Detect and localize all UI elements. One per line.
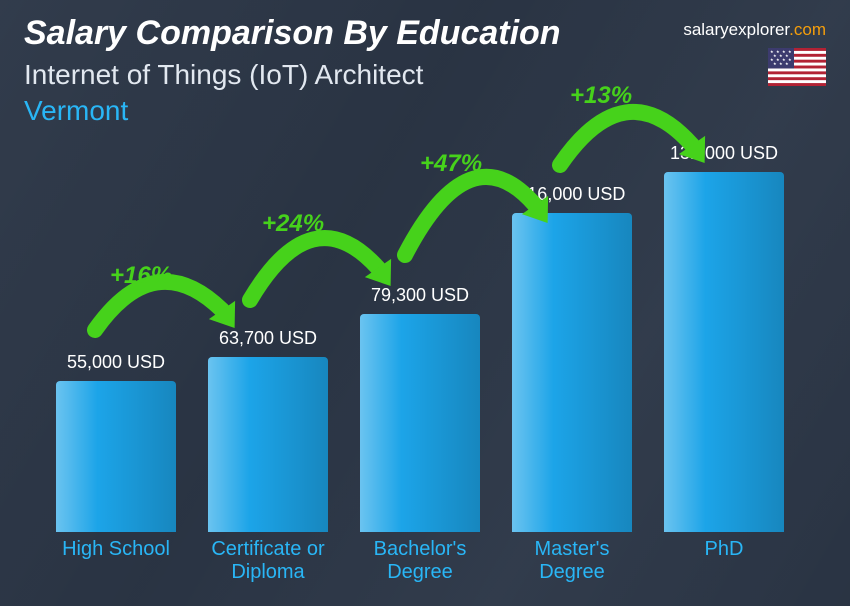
bar-category-label: Master's Degree [504,538,640,586]
salary-bar-chart: 55,000 USD High School 63,700 USD Certifica… [40,66,800,586]
bar [512,213,632,532]
brand-name: salaryexplorer [683,20,789,39]
bar-slot: 63,700 USD Certificate or Diploma [192,328,344,586]
svg-text:★: ★ [788,49,792,54]
brand-label: salaryexplorer.com [683,20,826,40]
bar-category-label: Bachelor's Degree [352,538,488,586]
svg-text:★: ★ [788,57,792,62]
bar-slot: 55,000 USD High School [40,352,192,586]
percent-increase-label: +24% [262,210,324,238]
bar-category-label: PhD [705,538,744,586]
bar-value-label: 79,300 USD [371,285,469,306]
bar-slot: 131,000 USD PhD [648,143,800,586]
percent-increase-label: +16% [110,262,172,290]
percent-increase-label: +47% [420,150,482,178]
bar-slot: 116,000 USD Master's Degree [496,184,648,586]
bar-category-label: High School [62,538,170,586]
bar-value-label: 55,000 USD [67,352,165,373]
bar-value-label: 116,000 USD [519,184,626,205]
bar [56,381,176,532]
percent-increase-label: +13% [570,82,632,110]
bar-value-label: 63,700 USD [219,328,317,349]
bar [208,357,328,532]
brand-suffix: .com [789,20,826,39]
bar-category-label: Certificate or Diploma [200,538,336,586]
bar [360,314,480,532]
bar-slot: 79,300 USD Bachelor's Degree [344,285,496,586]
bar-value-label: 131,000 USD [670,143,778,164]
bar [664,172,784,532]
